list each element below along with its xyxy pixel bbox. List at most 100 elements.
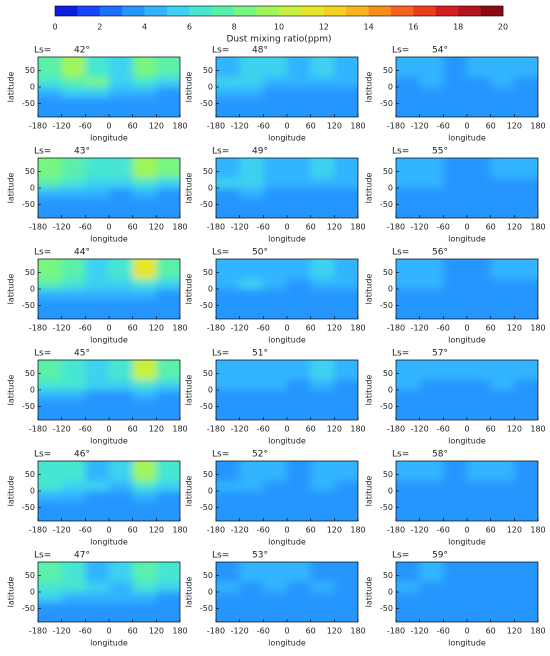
heat-cell <box>443 602 468 622</box>
colorbar-tick-label: 12 <box>319 23 329 32</box>
x-axis-label: longitude <box>448 437 486 446</box>
panel: -180 -120 -60 0 60 120 180 -50 0 50 longitude latit… <box>7 349 188 446</box>
heat-cell <box>85 97 110 117</box>
heat-cell <box>334 582 358 593</box>
heat-cell <box>156 360 180 381</box>
y-tick-label: 0 <box>208 487 213 496</box>
heat-cell <box>514 380 538 391</box>
colorbar-tick-label: 14 <box>364 23 374 32</box>
x-axis-label: longitude <box>90 538 128 547</box>
heat-cell <box>419 289 444 300</box>
heat-cell <box>514 259 538 280</box>
x-tick-label: 0 <box>284 324 289 333</box>
heat-cell <box>334 360 358 381</box>
heat-cell <box>109 97 134 117</box>
heat-cell <box>61 400 86 420</box>
heat-cell <box>85 562 110 583</box>
heat-area <box>396 461 538 521</box>
heat-cell <box>132 582 157 593</box>
heat-cell <box>61 188 86 199</box>
heat-cell <box>239 400 264 420</box>
x-tick-label: -180 <box>29 122 47 131</box>
ls-value: 46° <box>74 450 90 460</box>
heat-cell <box>396 562 421 583</box>
ls-value: 59° <box>432 551 448 561</box>
y-tick-label: 0 <box>30 487 35 496</box>
heat-cell <box>514 188 538 199</box>
colorbar-tick-label: 6 <box>187 23 192 32</box>
heat-cell <box>263 279 288 290</box>
colorbar-swatch <box>301 6 325 16</box>
heat-cell <box>61 178 86 189</box>
x-tick-label: 0 <box>106 223 111 232</box>
x-tick-label: -180 <box>29 627 47 636</box>
heat-cell <box>310 259 335 280</box>
x-tick-label: -60 <box>79 122 92 131</box>
heat-cell <box>156 188 180 199</box>
heat-cell <box>85 390 110 401</box>
heat-cell <box>419 501 444 521</box>
y-tick-label: 0 <box>30 184 35 193</box>
y-tick-label: 0 <box>208 386 213 395</box>
heat-cell <box>396 198 421 218</box>
heat-cell <box>61 97 86 117</box>
heat-cell <box>156 158 180 179</box>
heat-cell <box>334 87 358 98</box>
x-tick-label: 180 <box>350 425 365 434</box>
ls-prefix: Ls= <box>34 147 51 157</box>
heat-cell <box>287 491 312 502</box>
heat-cell <box>239 188 264 199</box>
heat-cell <box>85 299 110 319</box>
x-tick-label: 60 <box>486 223 496 232</box>
x-tick-label: 60 <box>306 627 316 636</box>
heat-cell <box>287 299 312 319</box>
colorbar-swatch <box>189 6 213 16</box>
x-axis-label: longitude <box>268 134 306 143</box>
heat-cell <box>490 380 515 391</box>
panel: -180 -120 -60 0 60 120 180 -50 0 50 longitude latit… <box>7 450 188 547</box>
x-tick-label: -120 <box>53 324 71 333</box>
heat-cell <box>419 562 444 583</box>
x-tick-label: 120 <box>507 324 522 333</box>
x-tick-label: 120 <box>149 324 164 333</box>
y-tick-label: 50 <box>203 470 213 479</box>
x-tick-label: 60 <box>486 324 496 333</box>
heat-cell <box>109 198 134 218</box>
heat-cell <box>334 198 358 218</box>
x-tick-label: 180 <box>172 425 187 434</box>
heat-cell <box>239 87 264 98</box>
x-axis-label: longitude <box>448 639 486 648</box>
heat-cells <box>216 158 358 218</box>
heat-cell <box>85 602 110 622</box>
heat-cell <box>239 178 264 189</box>
heat-cell <box>490 562 515 583</box>
heat-cell <box>396 188 421 199</box>
x-tick-label: -180 <box>207 122 225 131</box>
y-tick-label: 0 <box>388 285 393 294</box>
heat-cell <box>396 97 421 117</box>
heat-cell <box>216 592 241 603</box>
y-axis-label: latitude <box>7 577 16 608</box>
heat-cell <box>109 562 134 583</box>
y-tick-label: 0 <box>388 487 393 496</box>
heat-cell <box>396 360 421 381</box>
y-tick-label: 50 <box>25 470 35 479</box>
ls-value: 51° <box>252 349 268 359</box>
heat-cell <box>263 491 288 502</box>
heat-cell <box>334 97 358 117</box>
heat-cell <box>310 501 335 521</box>
heat-cell <box>156 390 180 401</box>
heat-cell <box>334 461 358 482</box>
heat-cell <box>490 491 515 502</box>
heat-cell <box>287 501 312 521</box>
heat-cell <box>38 178 63 189</box>
heat-cell <box>216 77 241 88</box>
heat-cell <box>239 562 264 583</box>
y-axis-label: latitude <box>185 72 194 103</box>
x-tick-label: -60 <box>437 425 450 434</box>
y-tick-label: 50 <box>25 167 35 176</box>
heat-cell <box>490 87 515 98</box>
heat-cell <box>490 501 515 521</box>
heat-cell <box>287 562 312 583</box>
x-axis-label: longitude <box>90 639 128 648</box>
